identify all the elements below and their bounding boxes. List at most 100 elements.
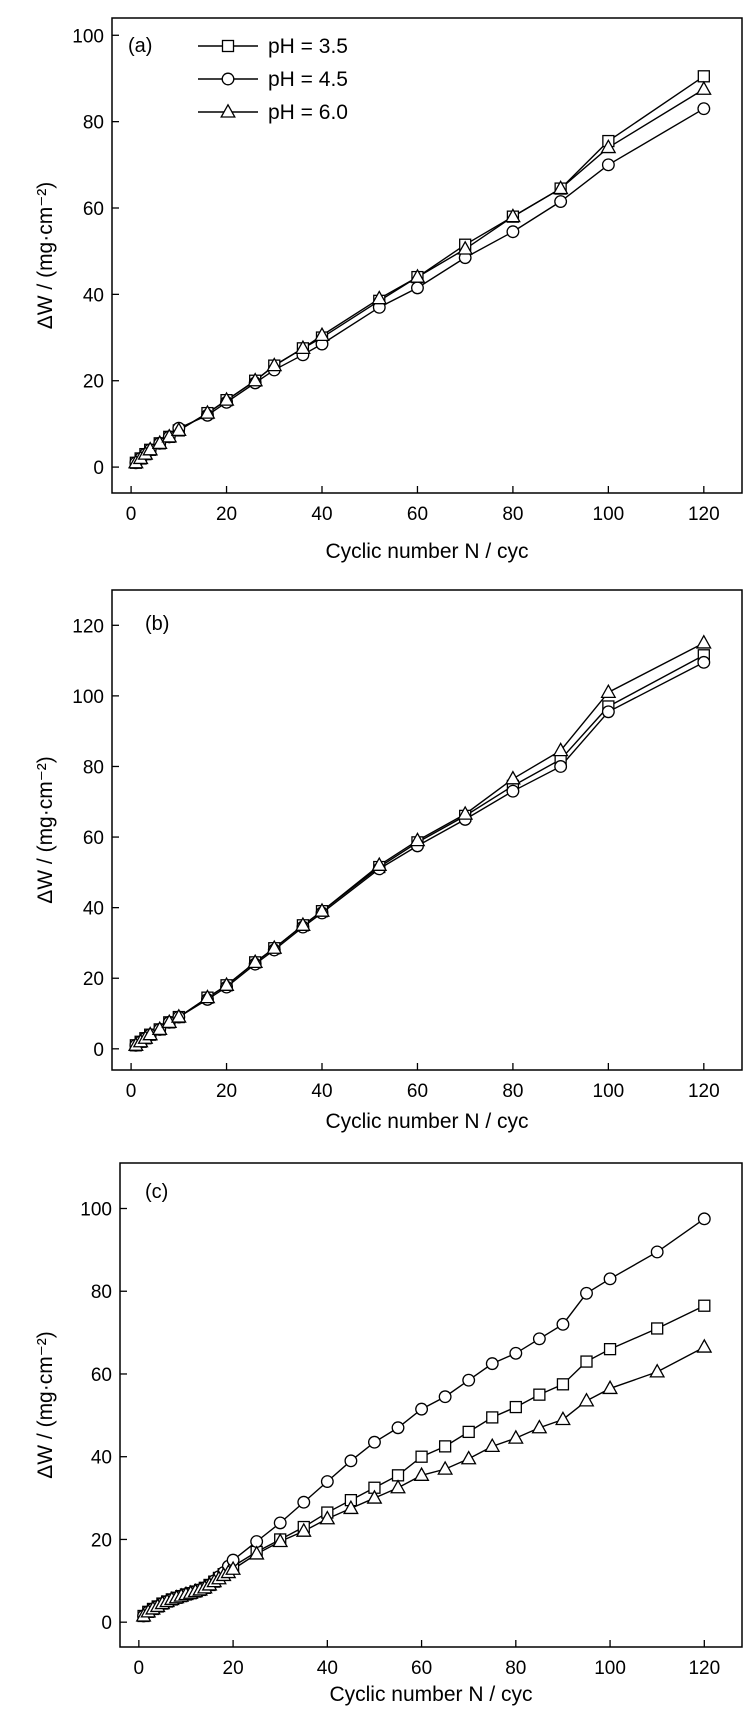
data-point (415, 1450, 428, 1463)
series-line (143, 1218, 705, 1617)
data-point (554, 195, 568, 208)
data-point (368, 1435, 381, 1449)
x-tick-label: 60 (407, 504, 428, 525)
x-tick-label: 120 (688, 504, 720, 525)
y-axis-title: ΔW / (mg·cm⁻²) (34, 756, 57, 904)
data-point (603, 1343, 617, 1356)
y-tick-label: 0 (93, 458, 104, 479)
y-tick-label: 0 (93, 1040, 104, 1061)
x-tick-label: 100 (593, 504, 625, 525)
data-point (415, 1402, 429, 1416)
x-axis-title: Cyclic number N / cyc (325, 1110, 528, 1133)
legend-marker (221, 72, 235, 86)
data-point (601, 705, 615, 719)
x-tick-label: 0 (126, 504, 137, 525)
data-point (248, 1545, 265, 1560)
y-tick-label: 60 (83, 199, 104, 220)
x-tick-label: 100 (593, 1081, 625, 1102)
y-tick-label: 0 (101, 1613, 112, 1634)
data-point (295, 1522, 312, 1537)
series-markers (127, 80, 712, 469)
data-point (505, 208, 521, 223)
data-point (266, 939, 283, 954)
data-point (391, 1469, 405, 1482)
legend-label: pH = 4.5 (268, 68, 348, 91)
data-point (695, 80, 712, 95)
data-point (602, 1379, 618, 1395)
data-point (695, 634, 712, 649)
data-point (531, 1419, 548, 1434)
data-point (552, 742, 569, 757)
y-tick-label: 40 (91, 1448, 112, 1469)
data-point (509, 1400, 522, 1414)
data-point (295, 339, 311, 354)
data-point (650, 1245, 664, 1259)
data-point (533, 1388, 546, 1401)
data-point (314, 902, 330, 917)
data-point (295, 916, 311, 931)
panel-label: (a) (128, 35, 152, 57)
data-point (409, 832, 426, 847)
data-point (413, 1466, 430, 1481)
data-point (486, 1411, 499, 1424)
data-point (266, 357, 283, 372)
data-point (218, 976, 235, 991)
data-point (151, 1020, 168, 1036)
data-point (697, 655, 711, 669)
data-point (457, 805, 474, 820)
data-point (578, 1392, 595, 1407)
data-point (506, 784, 520, 798)
data-point (247, 953, 264, 969)
data-point (273, 1516, 287, 1530)
data-point (556, 1317, 570, 1331)
x-tick-label: 120 (688, 1658, 720, 1679)
series-markers (129, 102, 711, 470)
data-point (409, 268, 426, 283)
panel-label: (b) (145, 613, 169, 635)
data-point (507, 1429, 524, 1444)
x-tick-label: 20 (223, 1658, 244, 1679)
data-point (505, 770, 521, 785)
legend-marker (221, 39, 235, 53)
chart-panel: 0 20 40 60 80 100 120 0 20 40 60 80 100 Cyclic number… (34, 17, 743, 563)
data-point (437, 1460, 454, 1475)
data-point (199, 404, 216, 419)
data-point (462, 1425, 475, 1439)
y-tick-label: 20 (91, 1530, 112, 1551)
data-point (344, 1454, 358, 1468)
x-tick-label: 80 (505, 1658, 526, 1679)
y-tick-label: 60 (91, 1365, 112, 1386)
data-point (320, 1475, 334, 1488)
data-point (580, 1355, 593, 1368)
y-tick-label: 80 (83, 757, 104, 778)
data-point (601, 158, 615, 172)
x-tick-label: 20 (216, 504, 237, 525)
x-tick-label: 20 (216, 1081, 237, 1102)
x-axis-title: Cyclic number N / cyc (325, 540, 528, 563)
y-tick-label: 80 (91, 1282, 112, 1303)
data-point (697, 1212, 711, 1226)
data-point (462, 1373, 476, 1387)
chart-panel: 0 20 40 60 80 100 120 0 20 40 60 80 100 120 Cyclic num… (34, 589, 743, 1133)
data-point (485, 1357, 499, 1371)
y-tick-label: 80 (83, 113, 104, 134)
data-point (225, 1560, 241, 1575)
y-tick-label: 40 (83, 899, 104, 920)
x-tick-label: 0 (126, 1081, 137, 1102)
y-tick-label: 100 (72, 26, 104, 47)
data-point (297, 1495, 311, 1509)
series-markers (135, 1338, 713, 1622)
y-tick-label: 60 (83, 828, 104, 849)
data-point (649, 1363, 666, 1378)
plot-frame (111, 589, 743, 1071)
data-point (342, 1499, 359, 1515)
data-point (319, 1510, 336, 1525)
series-markers (137, 1212, 711, 1623)
x-tick-label: 60 (407, 1081, 428, 1102)
data-point (697, 70, 710, 83)
y-tick-label: 120 (72, 616, 104, 637)
data-point (696, 1338, 713, 1353)
data-point (411, 281, 424, 295)
data-point (438, 1390, 452, 1404)
